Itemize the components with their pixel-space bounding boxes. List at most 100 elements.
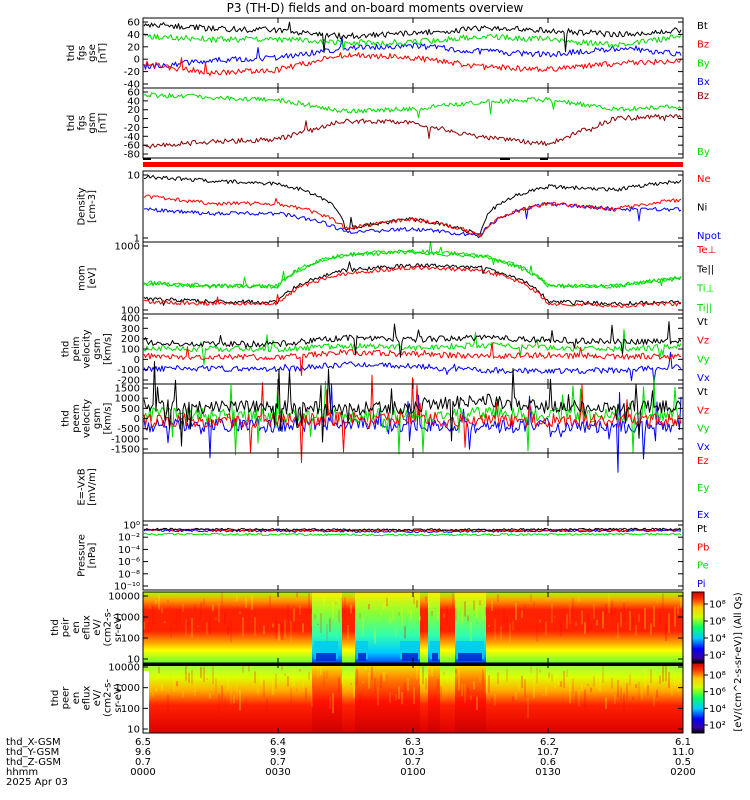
spectrogram-texture (224, 611, 226, 625)
spectrogram-texture (587, 683, 589, 686)
spectrogram-texture (581, 610, 583, 625)
spectrogram-texture (221, 685, 223, 705)
spectrogram-texture (200, 666, 202, 679)
spectrogram-texture (665, 664, 667, 682)
ytick-label: -40 (124, 132, 140, 143)
spectrogram-texture (341, 597, 343, 619)
panel-peir_eflux: thdpeirenefluxeV/(cm2-s-sr-eV) 10000 1000 1… (50, 591, 684, 666)
ylabel-line: peir (61, 617, 72, 637)
spectrogram-texture (605, 697, 607, 709)
spectrogram-texture (326, 670, 328, 679)
spectrogram-texture (623, 602, 625, 621)
spectrogram-texture (185, 618, 187, 637)
spectrogram-texture (680, 597, 682, 608)
legend-By: By (697, 147, 710, 158)
spectrogram-texture (479, 600, 481, 606)
spectrogram-texture (422, 666, 424, 685)
series-line-Vy (143, 329, 682, 366)
spectrogram-texture (572, 598, 574, 620)
colorbar-tick-label: 10⁸ (709, 671, 726, 682)
spectrogram-texture (353, 595, 355, 598)
spectrogram-texture (395, 626, 397, 637)
spectrogram-texture (578, 690, 580, 707)
spectrogram-texture (512, 620, 514, 631)
spectrogram-texture (503, 676, 505, 681)
orbit-value: 6.3 (405, 737, 421, 748)
spectrogram-texture (197, 625, 199, 627)
spectrogram-texture (467, 615, 469, 622)
spectrogram-texture (557, 680, 559, 685)
ytick-label: 400 (121, 314, 140, 325)
status-marker (540, 158, 548, 160)
spectrogram-texture (335, 602, 337, 605)
spectrogram-texture (296, 688, 298, 692)
ylabel-line: eV/ (92, 689, 103, 706)
spectrogram-texture (236, 594, 238, 602)
spectrogram-texture (248, 613, 250, 632)
ylabel-line: [nT] (97, 113, 108, 133)
ytick-label: 100 (121, 704, 140, 715)
spectrogram-texture (323, 594, 325, 606)
orbit-value: 0.7 (135, 757, 151, 768)
panel-ylabel: mom[eV] (76, 265, 98, 291)
ylabel-line: thd (50, 619, 61, 636)
spectrogram-texture (638, 681, 640, 700)
spectrogram-texture (311, 688, 313, 707)
panel-frame (142, 87, 684, 159)
panel-ylabel: E=-VxB[mV/m] (76, 468, 98, 506)
spectrogram-texture (488, 625, 490, 627)
panel-ylabel: thdfgsgse[nT] (66, 43, 109, 63)
spectrogram-texture (182, 691, 184, 698)
colorbar-frame (691, 662, 705, 734)
spectrogram-texture (257, 604, 259, 605)
colorbar-strip (692, 663, 704, 733)
status-marker (500, 158, 510, 160)
spectrogram-texture (233, 694, 235, 704)
spectrogram-texture (473, 600, 475, 611)
legend-Pe: Pe (697, 561, 709, 572)
spectrogram-texture (647, 617, 649, 620)
legend-Pi: Pi (697, 579, 706, 590)
colorbar-tick-label: 10⁴ (709, 634, 726, 645)
legend-Vt: Vt (697, 317, 708, 328)
spectrogram-texture (512, 696, 514, 702)
spectrogram-texture (626, 682, 628, 700)
spectrogram-texture (440, 626, 442, 639)
spectrogram-texture (359, 693, 361, 714)
spectrogram-texture (272, 681, 274, 696)
panel-ylabel: thdpeerenefluxeV/(cm2-s-sr-eV) (50, 679, 124, 717)
panel-ylabel: Pressure[nPa] (76, 534, 98, 577)
ytick-label: 60 (127, 88, 140, 99)
spectrogram-texture (362, 616, 364, 636)
ylabel-line: mom (76, 265, 87, 291)
spectrogram-texture (659, 675, 661, 684)
spectrogram-texture (395, 693, 397, 702)
ylabel-line: [cm-3] (87, 190, 98, 223)
spectrogram-texture (644, 608, 646, 629)
spectrogram-texture (638, 613, 640, 622)
spectrogram-texture (263, 680, 265, 697)
spectrogram-texture (521, 610, 523, 619)
ylabel-line: thd (66, 115, 77, 132)
spectrogram-texture (242, 617, 244, 637)
spectrogram-texture (236, 683, 238, 701)
orbit-labels: thd_X-GSM 6.5 6.4 6.3 6.2 6.1 thd_Y-GSM 9.6 9.9 1… (6, 737, 696, 788)
panel-ylabel: thdfgsgsm[nT] (66, 112, 109, 133)
spectrogram-texture (677, 678, 679, 692)
spectrogram-texture (557, 621, 559, 624)
spectrogram-texture (284, 619, 286, 638)
spectrogram-texture (668, 613, 670, 633)
spectrogram-texture (143, 622, 145, 630)
spectrogram-texture (329, 618, 331, 632)
spectrogram-texture (371, 593, 373, 596)
series-line-Pe (143, 532, 682, 537)
spectrogram-texture (185, 666, 187, 681)
spectrogram-texture (413, 595, 415, 605)
orbit-value: 0130 (535, 767, 560, 778)
ytick-label: 200 (121, 334, 140, 345)
ytick-label: 1500 (115, 384, 140, 395)
ylabel-line: eV/ (92, 619, 103, 636)
legend-Bx: Bx (697, 77, 710, 88)
chart-title: P3 (TH-D) fields and on-board moments ov… (226, 1, 524, 15)
